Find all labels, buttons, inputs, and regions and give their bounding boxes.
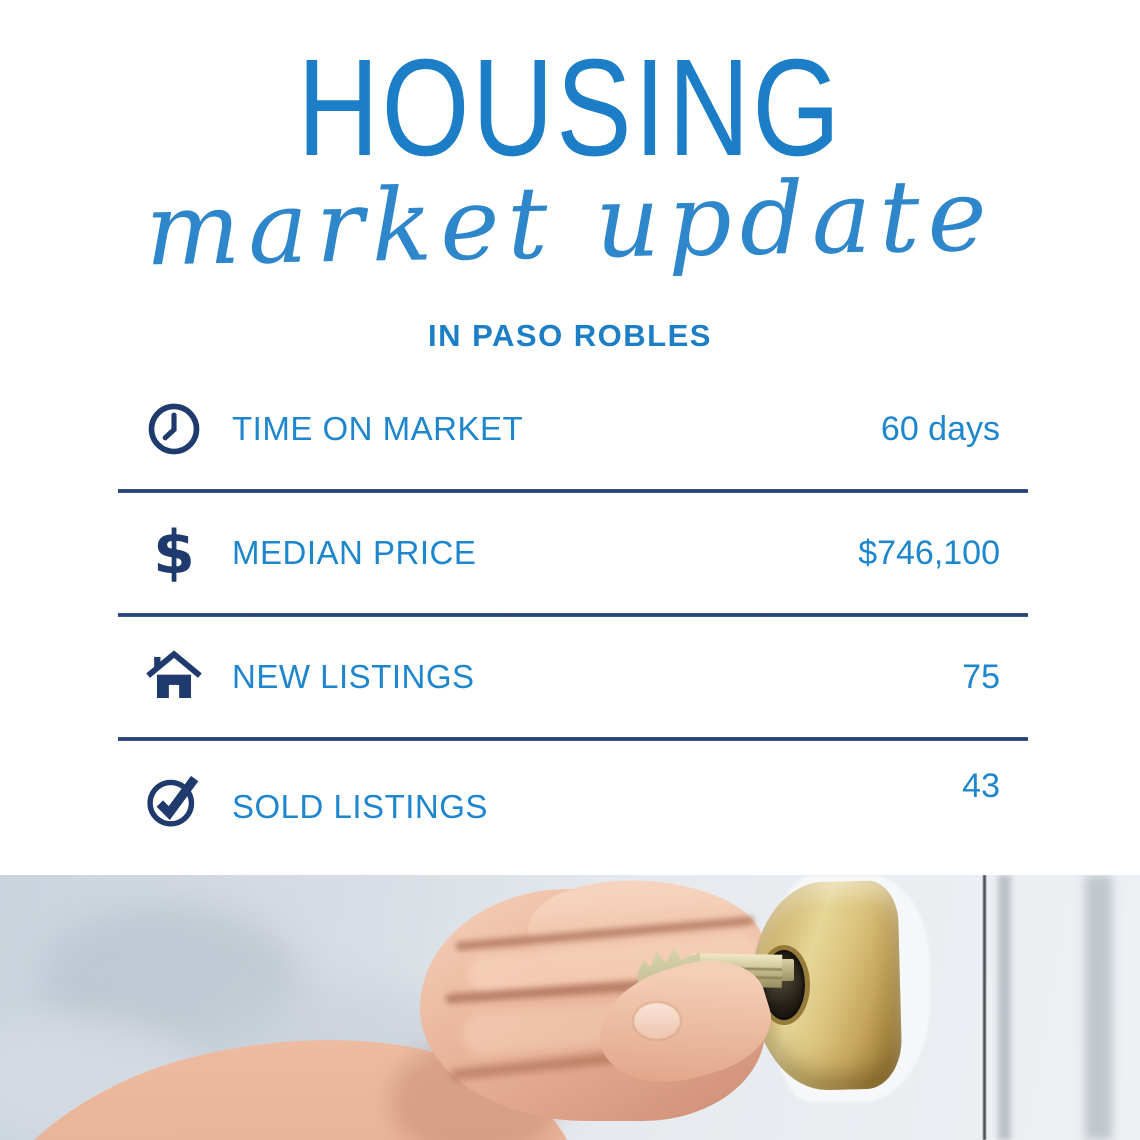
stat-label: MEDIAN PRICE bbox=[232, 534, 477, 571]
stat-label: TIME ON MARKET bbox=[232, 410, 524, 447]
house-icon bbox=[146, 646, 202, 708]
stat-value: 43 bbox=[962, 766, 1000, 805]
door-panel-groove bbox=[998, 875, 1011, 1140]
dollar-icon: $ bbox=[146, 522, 202, 584]
location-subtitle: IN PASO ROBLES bbox=[428, 318, 712, 353]
stat-label: NEW LISTINGS bbox=[232, 658, 475, 695]
stat-label: SOLD LISTINGS bbox=[232, 788, 488, 825]
thumbnail bbox=[634, 1003, 680, 1039]
divider bbox=[118, 613, 1028, 617]
door-panel-groove bbox=[1085, 875, 1112, 1140]
stat-row-new-listings: NEW LISTINGS 75 bbox=[118, 632, 1028, 722]
key-in-lock-photo bbox=[0, 875, 1140, 1140]
stat-value: 75 bbox=[962, 657, 1000, 696]
divider bbox=[118, 737, 1028, 741]
stats-list: TIME ON MARKET 60 days $ MEDIAN PRICE $7… bbox=[118, 384, 1028, 846]
check-circle-icon bbox=[146, 770, 202, 832]
script-subtitle: market update bbox=[144, 156, 996, 289]
dollar-glyph: $ bbox=[153, 518, 195, 588]
clock-icon bbox=[146, 398, 202, 460]
page-title: HOUSING bbox=[297, 31, 843, 185]
stat-row-sold-listings: SOLD LISTINGS 43 bbox=[118, 756, 1028, 846]
stat-value: 60 days bbox=[880, 409, 1000, 448]
stat-value: $746,100 bbox=[858, 533, 1000, 572]
stat-row-time-on-market: TIME ON MARKET 60 days bbox=[118, 384, 1028, 474]
divider bbox=[118, 489, 1028, 493]
door-panel-edge-line bbox=[983, 875, 986, 1140]
stat-row-median-price: $ MEDIAN PRICE $746,100 bbox=[118, 508, 1028, 598]
